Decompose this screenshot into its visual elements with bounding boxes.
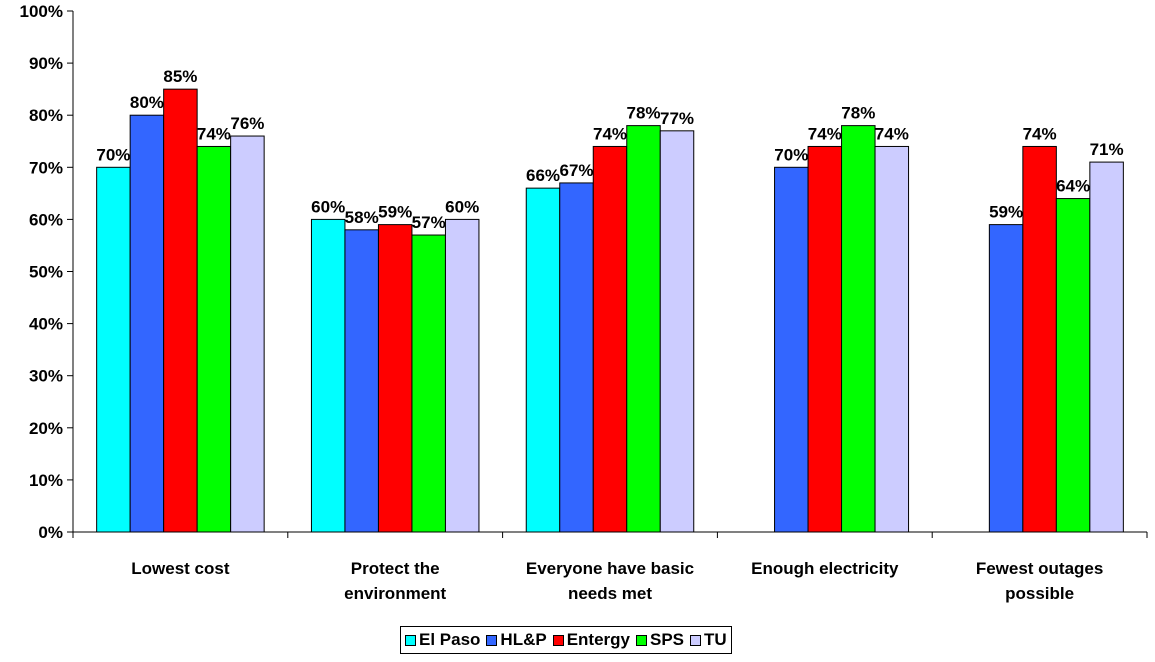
category-label: Enough electricity — [751, 559, 899, 578]
data-label: 58% — [345, 208, 379, 227]
data-label: 85% — [163, 67, 197, 86]
y-tick-label: 10% — [29, 471, 63, 490]
legend-swatch — [636, 634, 647, 646]
bar — [1022, 145, 1057, 533]
legend-item: Entergy — [552, 630, 630, 650]
data-label: 59% — [378, 203, 412, 222]
category-label: Lowest cost — [131, 559, 230, 578]
category-label: Everyone have basic — [526, 559, 694, 578]
bar — [525, 187, 561, 533]
y-tick-label: 80% — [29, 106, 63, 125]
bar — [129, 114, 165, 533]
data-label: 60% — [445, 197, 479, 216]
y-tick-label: 70% — [29, 158, 63, 177]
data-label: 77% — [660, 109, 694, 128]
bar — [774, 166, 809, 533]
data-label: 57% — [412, 213, 446, 232]
data-label: 64% — [1056, 177, 1090, 196]
legend-label: Entergy — [566, 630, 630, 649]
data-label: 74% — [593, 124, 627, 143]
legend-swatch — [690, 634, 702, 646]
y-tick-label: 100% — [20, 2, 63, 21]
category-label: possible — [1005, 584, 1074, 603]
category-label: needs met — [568, 584, 652, 603]
x-axis: Lowest cost Protect the environment Everyon… — [72, 531, 1148, 603]
data-label: 59% — [989, 203, 1023, 222]
bar — [874, 145, 910, 533]
bar — [96, 166, 131, 533]
legend-swatch — [405, 634, 416, 646]
legend-label: HL&P — [500, 630, 547, 649]
data-label: 78% — [626, 104, 660, 123]
bar — [807, 145, 843, 533]
data-label: 74% — [875, 124, 909, 143]
y-tick-label: 40% — [29, 315, 63, 334]
bar — [988, 224, 1024, 533]
y-tick-label: 30% — [29, 367, 63, 386]
y-tick-label: 50% — [29, 263, 63, 282]
legend-item: HL&P — [486, 630, 547, 650]
bar — [559, 182, 594, 533]
legend-item: El Paso — [405, 630, 480, 650]
bar — [1055, 198, 1091, 533]
bar — [444, 218, 480, 533]
data-label: 60% — [311, 197, 345, 216]
legend-label: El Paso — [419, 630, 481, 649]
data-labels: 70%80%85%74%76%60%58% 59%57%60%66% 67%74%7… — [96, 67, 1123, 232]
y-tick-label: 20% — [29, 419, 63, 438]
data-label: 74% — [197, 124, 231, 143]
category-label: Protect the — [351, 559, 440, 578]
y-tick-label: 60% — [29, 210, 63, 229]
bar — [344, 229, 379, 533]
legend-swatch — [552, 634, 564, 646]
y-axis: 0% 10% 20% 30% 40% 50% 60% 70% 80% 90% 100% — [20, 2, 74, 542]
data-label: 78% — [841, 104, 875, 123]
category-label: Fewest outages — [976, 559, 1104, 578]
data-label: 66% — [526, 166, 560, 185]
bar — [163, 88, 198, 533]
data-label: 80% — [130, 93, 164, 112]
legend-swatch — [486, 634, 498, 646]
bar — [310, 218, 346, 533]
bar — [196, 145, 232, 533]
data-label: 70% — [96, 145, 130, 164]
bar — [592, 145, 628, 533]
bars — [96, 88, 1124, 533]
y-tick-label: 90% — [29, 54, 63, 73]
legend-label: TU — [704, 630, 727, 649]
legend-label: SPS — [650, 630, 685, 649]
category-label: environment — [344, 584, 446, 603]
legend-item: SPS — [636, 630, 684, 650]
bar — [841, 125, 876, 533]
data-label: 74% — [1023, 124, 1057, 143]
data-label: 74% — [808, 124, 842, 143]
bar — [659, 130, 695, 533]
bar — [626, 125, 661, 533]
bar — [230, 135, 265, 533]
y-tick-label: 0% — [38, 523, 63, 542]
legend-item: TU — [690, 630, 727, 650]
data-label: 71% — [1090, 140, 1124, 159]
bar — [1089, 161, 1124, 533]
bar — [411, 234, 446, 533]
data-label: 76% — [230, 114, 264, 133]
legend: El Paso HL&P Entergy SPS TU — [400, 626, 732, 654]
data-label: 70% — [774, 145, 808, 164]
bar — [377, 224, 413, 533]
data-label: 67% — [559, 161, 593, 180]
